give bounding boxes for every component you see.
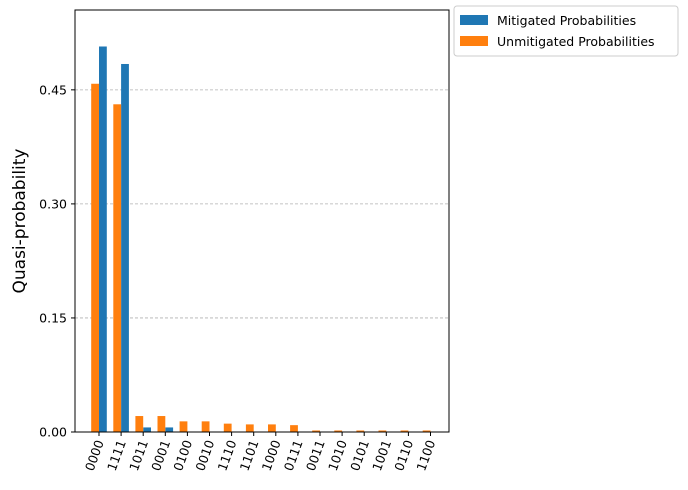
bar-0001-unmitigated	[157, 416, 166, 432]
bars	[91, 46, 431, 433]
legend-box	[453, 5, 679, 57]
legend-label: Mitigated Probabilities	[497, 13, 636, 28]
bar-0001-mitigated	[165, 427, 174, 432]
legend-swatch	[460, 15, 488, 25]
bar-1011-mitigated	[143, 427, 151, 432]
bar-0010-unmitigated	[201, 421, 210, 432]
bar-1100-unmitigated	[422, 430, 431, 432]
bar-1011-unmitigated	[135, 416, 144, 432]
plot-frame	[74, 9, 450, 433]
x-tick-label: 1100	[413, 438, 438, 473]
bar-1111-unmitigated	[113, 104, 122, 433]
grid-lines	[75, 89, 449, 319]
bar-0110-unmitigated	[400, 430, 409, 432]
bar-1000-unmitigated	[268, 424, 276, 432]
bar-1001-unmitigated	[378, 430, 387, 432]
y-tick-label: 0.45	[39, 82, 67, 97]
y-tick-label: 0.15	[39, 310, 67, 325]
bar-0100-unmitigated	[179, 421, 188, 432]
y-axis: 0.00 0.15 0.30 0.45	[39, 82, 75, 440]
legend-label: Unmitigated Probabilities	[497, 34, 655, 49]
bar-0011-unmitigated	[312, 430, 320, 432]
bar-1111-mitigated	[121, 63, 129, 432]
y-tick-label: 0.30	[39, 196, 67, 211]
bar-0000-mitigated	[99, 46, 107, 433]
bar-1101-unmitigated	[245, 424, 254, 432]
legend: Mitigated Probabilities Unmitigated Proba…	[453, 5, 679, 57]
y-axis-title: Quasi-probability	[10, 149, 30, 294]
bar-0111-unmitigated	[290, 425, 298, 432]
legend-swatch	[460, 36, 488, 46]
y-tick-label: 0.00	[39, 425, 67, 440]
x-axis: 0000111110110001010000101110110110000111…	[82, 432, 438, 473]
bar-0000-unmitigated	[91, 83, 99, 433]
bar-1110-unmitigated	[223, 423, 232, 432]
bar-0101-unmitigated	[356, 430, 365, 432]
bar-1010-unmitigated	[334, 430, 343, 432]
